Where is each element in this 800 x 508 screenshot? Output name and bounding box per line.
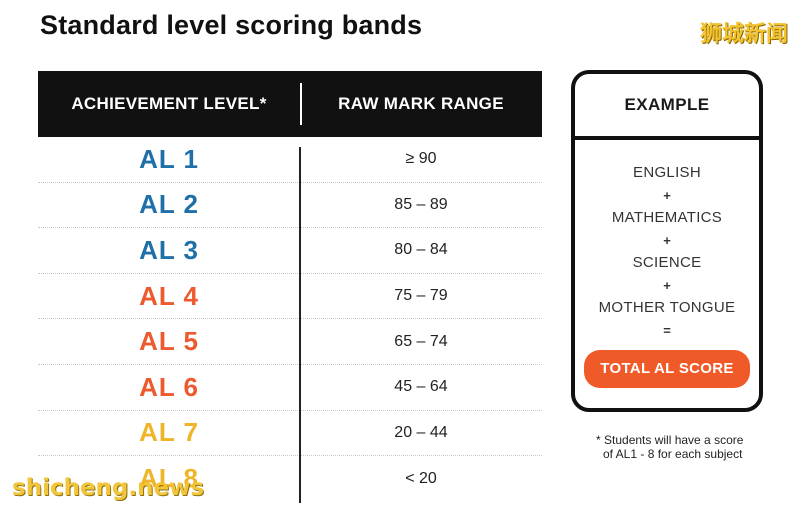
subject-science: SCIENCE [632, 254, 702, 271]
raw-mark-range: 80 – 84 [394, 241, 448, 259]
footnote: * Students will have a score of AL1 - 8 … [596, 433, 743, 461]
table-row: AL 2 85 – 89 [38, 183, 542, 229]
achievement-level: AL 1 [139, 143, 199, 174]
raw-mark-range: < 20 [405, 469, 437, 487]
header-raw-mark-range: RAW MARK RANGE [338, 94, 504, 113]
achievement-level: AL 8 [139, 463, 199, 494]
plus-sign: + [663, 188, 671, 203]
column-divider [299, 147, 301, 503]
watermark-chinese: 狮城新闻 [699, 22, 788, 47]
example-heading: EXAMPLE [575, 74, 759, 140]
achievement-level: AL 2 [139, 189, 199, 220]
raw-mark-range: 85 – 89 [394, 195, 448, 213]
example-panel: EXAMPLE ENGLISH + MATHEMATICS + SCIENCE … [571, 70, 763, 412]
raw-mark-range: ≥ 90 [405, 150, 437, 168]
subject-mother-tongue: MOTHER TONGUE [598, 299, 736, 316]
achievement-level: AL 4 [139, 280, 199, 311]
raw-mark-range: 65 – 74 [394, 332, 448, 350]
equals-sign: = [663, 323, 671, 338]
table-row: AL 5 65 – 74 [38, 319, 542, 365]
achievement-level: AL 7 [139, 417, 199, 448]
footnote-line-2: of AL1 - 8 for each subject [603, 447, 743, 461]
example-body: ENGLISH + MATHEMATICS + SCIENCE + MOTHER… [575, 140, 759, 388]
table-row: AL 3 80 – 84 [38, 228, 542, 274]
table-row: AL 7 20 – 44 [38, 411, 542, 457]
table-header: ACHIEVEMENT LEVEL* RAW MARK RANGE [38, 71, 542, 137]
table-row: AL 6 45 – 64 [38, 365, 542, 411]
header-divider [300, 83, 302, 125]
subject-mathematics: MATHEMATICS [611, 209, 723, 226]
table-row: AL 8 < 20 [38, 456, 542, 502]
plus-sign: + [663, 278, 671, 293]
header-achievement-level: ACHIEVEMENT LEVEL* [71, 94, 267, 113]
plus-sign: + [663, 233, 671, 248]
table-body: AL 1 ≥ 90 AL 2 85 – 89 AL 3 80 – 84 AL 4 75 … [38, 137, 542, 503]
watermark-site: shicheng.news [12, 475, 205, 501]
table-row: AL 4 75 – 79 [38, 274, 542, 320]
achievement-level: AL 6 [139, 371, 199, 402]
total-al-score-badge: TOTAL AL SCORE [584, 350, 750, 388]
raw-mark-range: 20 – 44 [394, 423, 448, 441]
achievement-level: AL 5 [139, 326, 199, 357]
scoring-bands-table: ACHIEVEMENT LEVEL* RAW MARK RANGE AL 1 ≥ … [38, 71, 542, 503]
raw-mark-range: 75 – 79 [394, 287, 448, 305]
page-title: Standard level scoring bands [40, 10, 423, 40]
table-row: AL 1 ≥ 90 [38, 137, 542, 183]
subject-english: ENGLISH [633, 164, 701, 181]
raw-mark-range: 45 – 64 [394, 378, 448, 396]
footnote-line-1: * Students will have a score [596, 433, 744, 447]
achievement-level: AL 3 [139, 234, 199, 265]
